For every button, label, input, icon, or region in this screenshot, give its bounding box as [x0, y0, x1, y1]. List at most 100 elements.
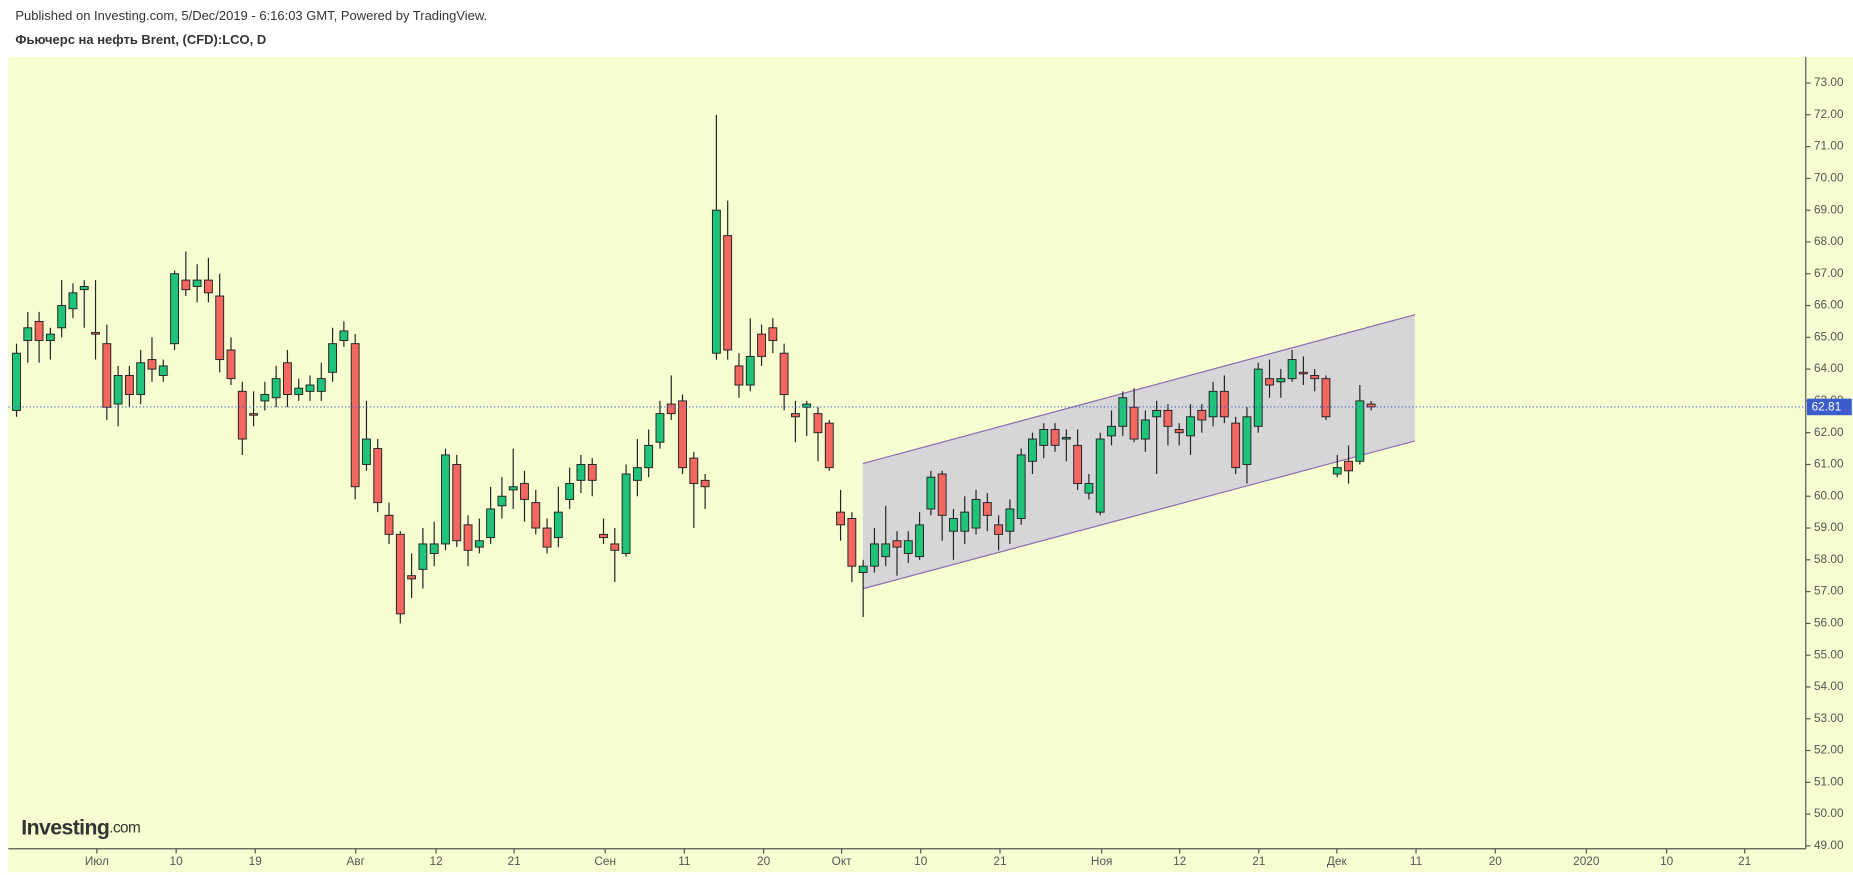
y-tick-label: 54.00	[1814, 679, 1844, 693]
candle-body	[610, 543, 620, 551]
candle-body	[711, 209, 721, 354]
x-tick-label: 11	[1410, 854, 1422, 868]
y-tick-label: 62.00	[1814, 425, 1844, 439]
plot-area	[8, 114, 1806, 624]
y-tick-label: 67.00	[1814, 266, 1844, 280]
y-tick-label: 64.00	[1814, 361, 1844, 375]
x-tick-label: 20	[1489, 854, 1503, 868]
candle-body	[790, 413, 800, 418]
y-tick-label: 73.00	[1814, 75, 1844, 89]
candle-body	[1197, 409, 1207, 421]
x-tick-label: 21	[993, 854, 1006, 868]
y-tick-label: 68.00	[1814, 234, 1844, 248]
candle-body	[373, 448, 383, 504]
candle-body	[407, 575, 417, 580]
logo: Investing.com	[21, 815, 140, 839]
candle-body	[1298, 371, 1308, 375]
candle-body	[1118, 397, 1128, 427]
x-tick-label: 10	[170, 854, 184, 868]
logo-name: Investing	[21, 815, 109, 839]
candle-body	[1287, 359, 1297, 380]
candle-body	[757, 333, 766, 357]
candle-body	[1016, 454, 1026, 519]
candle-body	[723, 235, 733, 351]
candle-body	[576, 463, 586, 481]
candle-body	[655, 413, 665, 443]
candle-body	[881, 543, 891, 558]
y-tick-label: 55.00	[1814, 647, 1844, 661]
candle-body	[1028, 438, 1037, 462]
x-tick-label: Сен	[594, 854, 616, 868]
candle-body	[1332, 467, 1342, 475]
x-tick-label: 12	[1173, 854, 1186, 868]
instrument-title: Фьючерс на нефть Brent, (CFD):LCO, D	[15, 32, 266, 47]
channel-upper-line	[862, 314, 1415, 465]
candle-body	[68, 292, 78, 310]
candle-body	[1186, 416, 1195, 437]
candle-body	[824, 422, 834, 469]
candle-body	[170, 273, 179, 345]
y-tick-label: 56.00	[1814, 616, 1844, 630]
candle-body	[350, 343, 360, 488]
candle-body	[1039, 429, 1049, 446]
candle-body	[813, 413, 823, 434]
candle-body	[147, 359, 157, 370]
candle-body	[531, 502, 541, 529]
candle-body	[305, 384, 315, 392]
x-tick-label: Окт	[832, 854, 852, 868]
candle-body	[1163, 409, 1173, 427]
candle-body	[1321, 378, 1331, 418]
y-tick-label: 50.00	[1814, 806, 1844, 820]
candle-body	[158, 365, 168, 376]
candle-body	[847, 518, 857, 567]
x-tick-label: Авг	[347, 854, 365, 868]
candle-body	[1174, 429, 1184, 434]
candle-body	[870, 543, 879, 567]
logo-suffix: .com	[109, 820, 140, 837]
candle-body	[779, 352, 789, 396]
candle-body	[1129, 406, 1139, 440]
candle-body	[1073, 444, 1083, 485]
candle-body	[949, 518, 958, 532]
candle-body	[926, 476, 936, 510]
candle-body	[203, 279, 213, 294]
candle-body	[553, 511, 563, 539]
candle-body	[429, 543, 439, 554]
candle-body	[384, 514, 394, 535]
candle-body	[937, 473, 947, 516]
x-tick-label: Дек	[1327, 854, 1348, 868]
x-tick-label: 21	[1738, 854, 1751, 868]
candle-body	[1355, 400, 1365, 462]
channel-lower-line	[862, 440, 1415, 590]
candle-body	[508, 486, 518, 491]
candle-body	[1208, 390, 1218, 418]
candle-body	[587, 463, 597, 481]
x-tick-label: Ноя	[1091, 854, 1112, 868]
y-tick-label: 65.00	[1814, 329, 1844, 343]
candle-body	[316, 378, 326, 392]
y-tick-label: 69.00	[1814, 202, 1844, 216]
candle-body	[283, 362, 292, 396]
candle-body	[689, 457, 699, 485]
candle-body	[57, 305, 67, 329]
candle-body	[632, 467, 642, 481]
candle-body	[982, 502, 992, 516]
candle-body	[294, 387, 304, 396]
candle-body	[1140, 419, 1150, 440]
last-price-label: 62.81	[1812, 400, 1842, 414]
candle-body	[1242, 416, 1252, 465]
candle-body	[768, 327, 778, 341]
candle-body	[1050, 429, 1060, 446]
candle-body	[1219, 390, 1229, 418]
x-axis-background	[8, 848, 1806, 873]
y-tick-label: 52.00	[1814, 743, 1844, 757]
candle-body	[395, 533, 405, 615]
candle-body	[1310, 374, 1320, 380]
candle-body	[1344, 460, 1353, 472]
y-tick-label: 72.00	[1814, 107, 1844, 121]
candle-body	[192, 279, 202, 287]
candle-body	[237, 390, 247, 440]
candle-body	[520, 483, 529, 500]
candle-body	[678, 400, 687, 469]
